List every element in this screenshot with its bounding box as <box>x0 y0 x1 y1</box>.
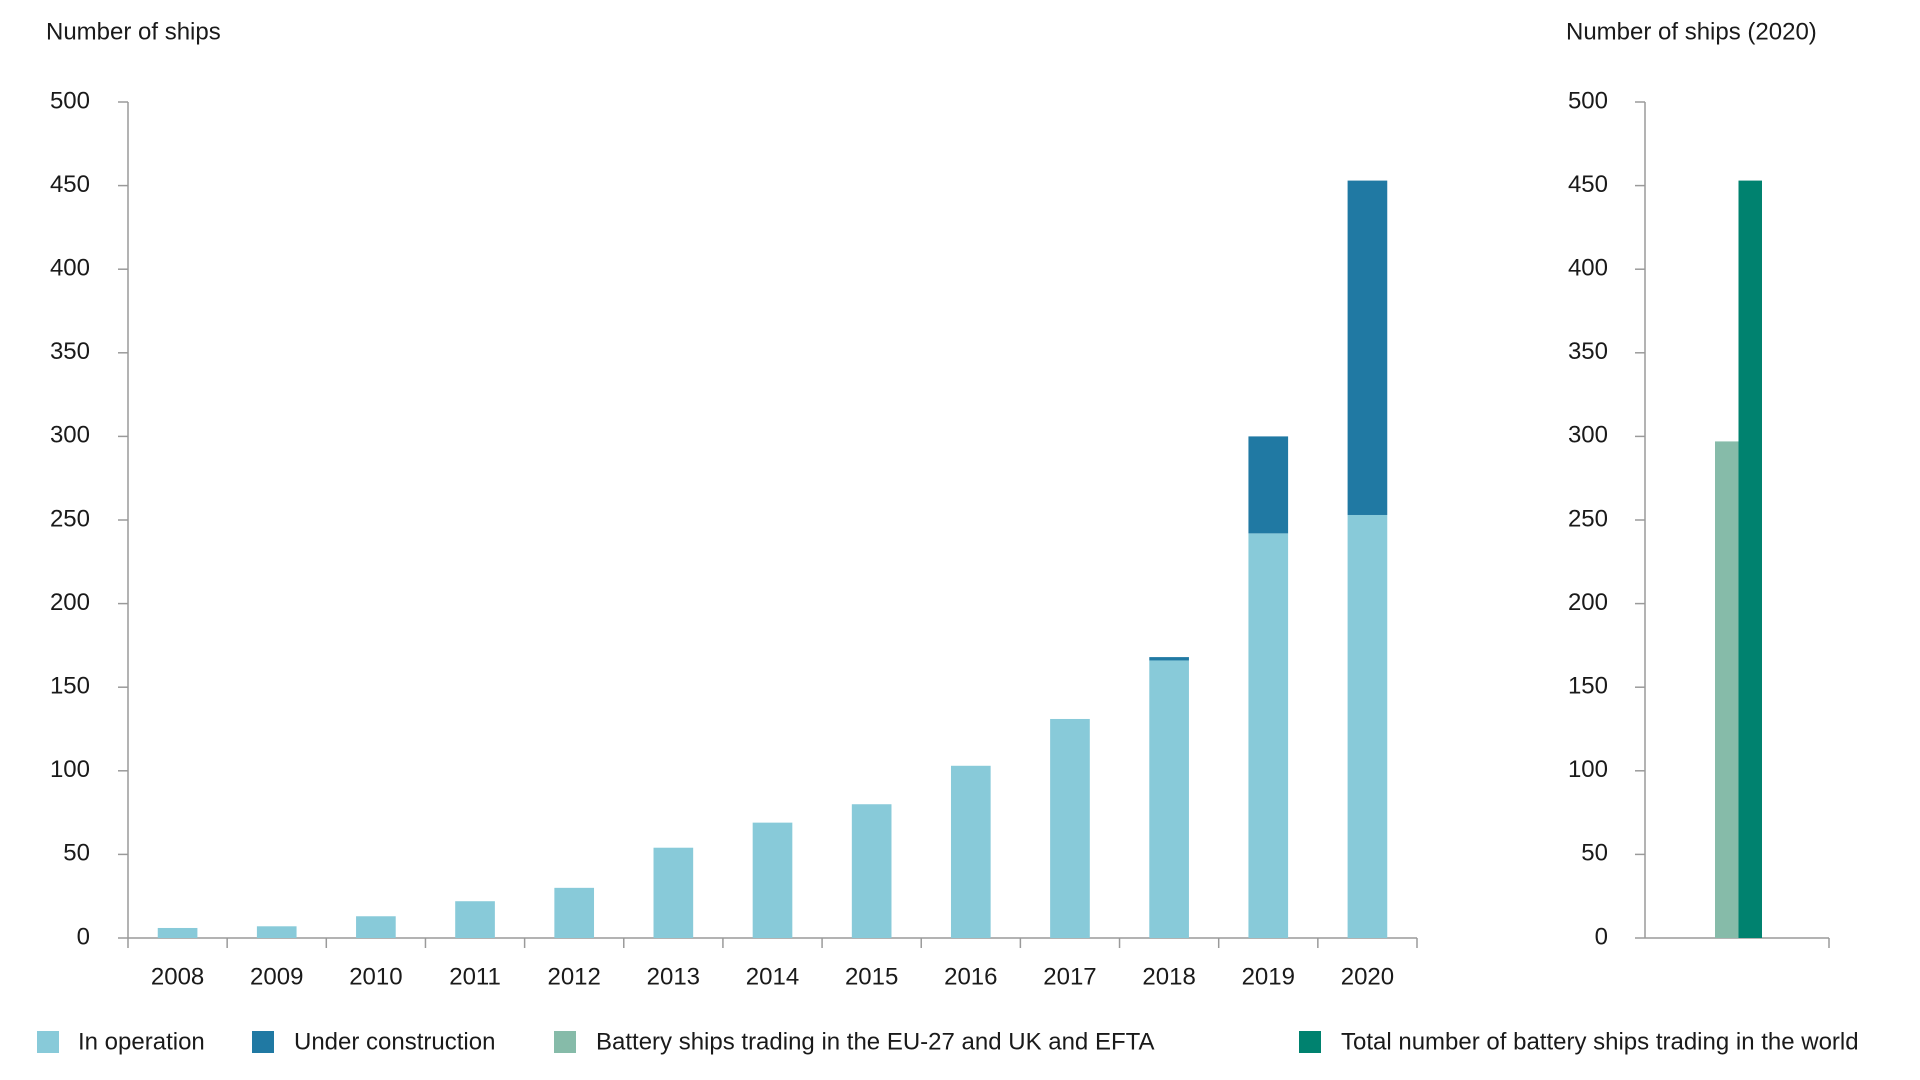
bar <box>1715 441 1739 938</box>
bar-segment <box>1347 514 1388 938</box>
y-tick-label: 400 <box>1568 255 1608 282</box>
x-tick-label: 2020 <box>1341 963 1394 990</box>
legend-label: In operation <box>78 1028 205 1055</box>
x-tick-label: 2016 <box>944 963 997 990</box>
y-tick-label: 250 <box>1568 505 1608 532</box>
bar-segment <box>1347 180 1388 515</box>
x-tick-label: 2017 <box>1043 963 1096 990</box>
legend-swatch <box>554 1031 576 1053</box>
y-tick-label: 100 <box>1568 756 1608 783</box>
y-tick-label: 50 <box>1581 840 1608 867</box>
y-tick-label: 300 <box>1568 422 1608 449</box>
legend-swatch <box>252 1031 274 1053</box>
bar-segment <box>950 765 991 938</box>
bar-segment <box>653 847 694 938</box>
x-tick-label: 2018 <box>1142 963 1195 990</box>
y-tick-label: 50 <box>63 840 90 867</box>
x-tick-label: 2013 <box>647 963 700 990</box>
bar-segment <box>1149 660 1189 938</box>
y-tick-label: 250 <box>50 505 90 532</box>
x-tick-label: 2009 <box>250 963 303 990</box>
bar-segment <box>752 822 793 938</box>
legend-label: Under construction <box>294 1028 495 1055</box>
bar-segment <box>554 887 595 938</box>
x-tick-label: 2015 <box>845 963 898 990</box>
x-tick-label: 2012 <box>547 963 600 990</box>
bar-segment <box>157 927 198 938</box>
legend-swatch <box>37 1031 59 1053</box>
y-tick-label: 500 <box>50 87 90 114</box>
y-tick-label: 100 <box>50 756 90 783</box>
y-axis-title: Number of ships (2020) <box>1566 18 1817 45</box>
y-tick-label: 0 <box>1595 923 1608 950</box>
y-tick-label: 200 <box>1568 589 1608 616</box>
y-tick-label: 350 <box>1568 338 1608 365</box>
x-tick-label: 2010 <box>349 963 402 990</box>
bar-segment <box>455 901 495 938</box>
legend-label: Battery ships trading in the EU-27 and U… <box>596 1028 1155 1055</box>
bar-segment <box>356 916 396 938</box>
bar-segment <box>256 926 297 938</box>
legend-swatch <box>1299 1031 1321 1053</box>
x-tick-label: 2014 <box>746 963 799 990</box>
bar-segment <box>1050 718 1090 938</box>
bar-segment <box>1248 436 1289 534</box>
y-tick-label: 350 <box>50 338 90 365</box>
y-tick-label: 150 <box>1568 673 1608 700</box>
y-tick-label: 400 <box>50 255 90 282</box>
y-tick-label: 200 <box>50 589 90 616</box>
y-tick-label: 0 <box>77 923 90 950</box>
y-tick-label: 500 <box>1568 87 1608 114</box>
y-tick-label: 150 <box>50 673 90 700</box>
bar <box>1738 180 1762 939</box>
y-tick-label: 450 <box>50 171 90 198</box>
bar-segment <box>1248 533 1289 938</box>
y-tick-label: 300 <box>50 422 90 449</box>
bar-segment <box>1149 657 1189 661</box>
y-axis-title: Number of ships <box>46 18 221 45</box>
x-tick-label: 2008 <box>151 963 204 990</box>
x-tick-label: 2011 <box>449 963 501 990</box>
y-tick-label: 450 <box>1568 171 1608 198</box>
x-tick-label: 2019 <box>1242 963 1295 990</box>
legend-label: Total number of battery ships trading in… <box>1341 1028 1859 1055</box>
bar-segment <box>851 804 892 938</box>
